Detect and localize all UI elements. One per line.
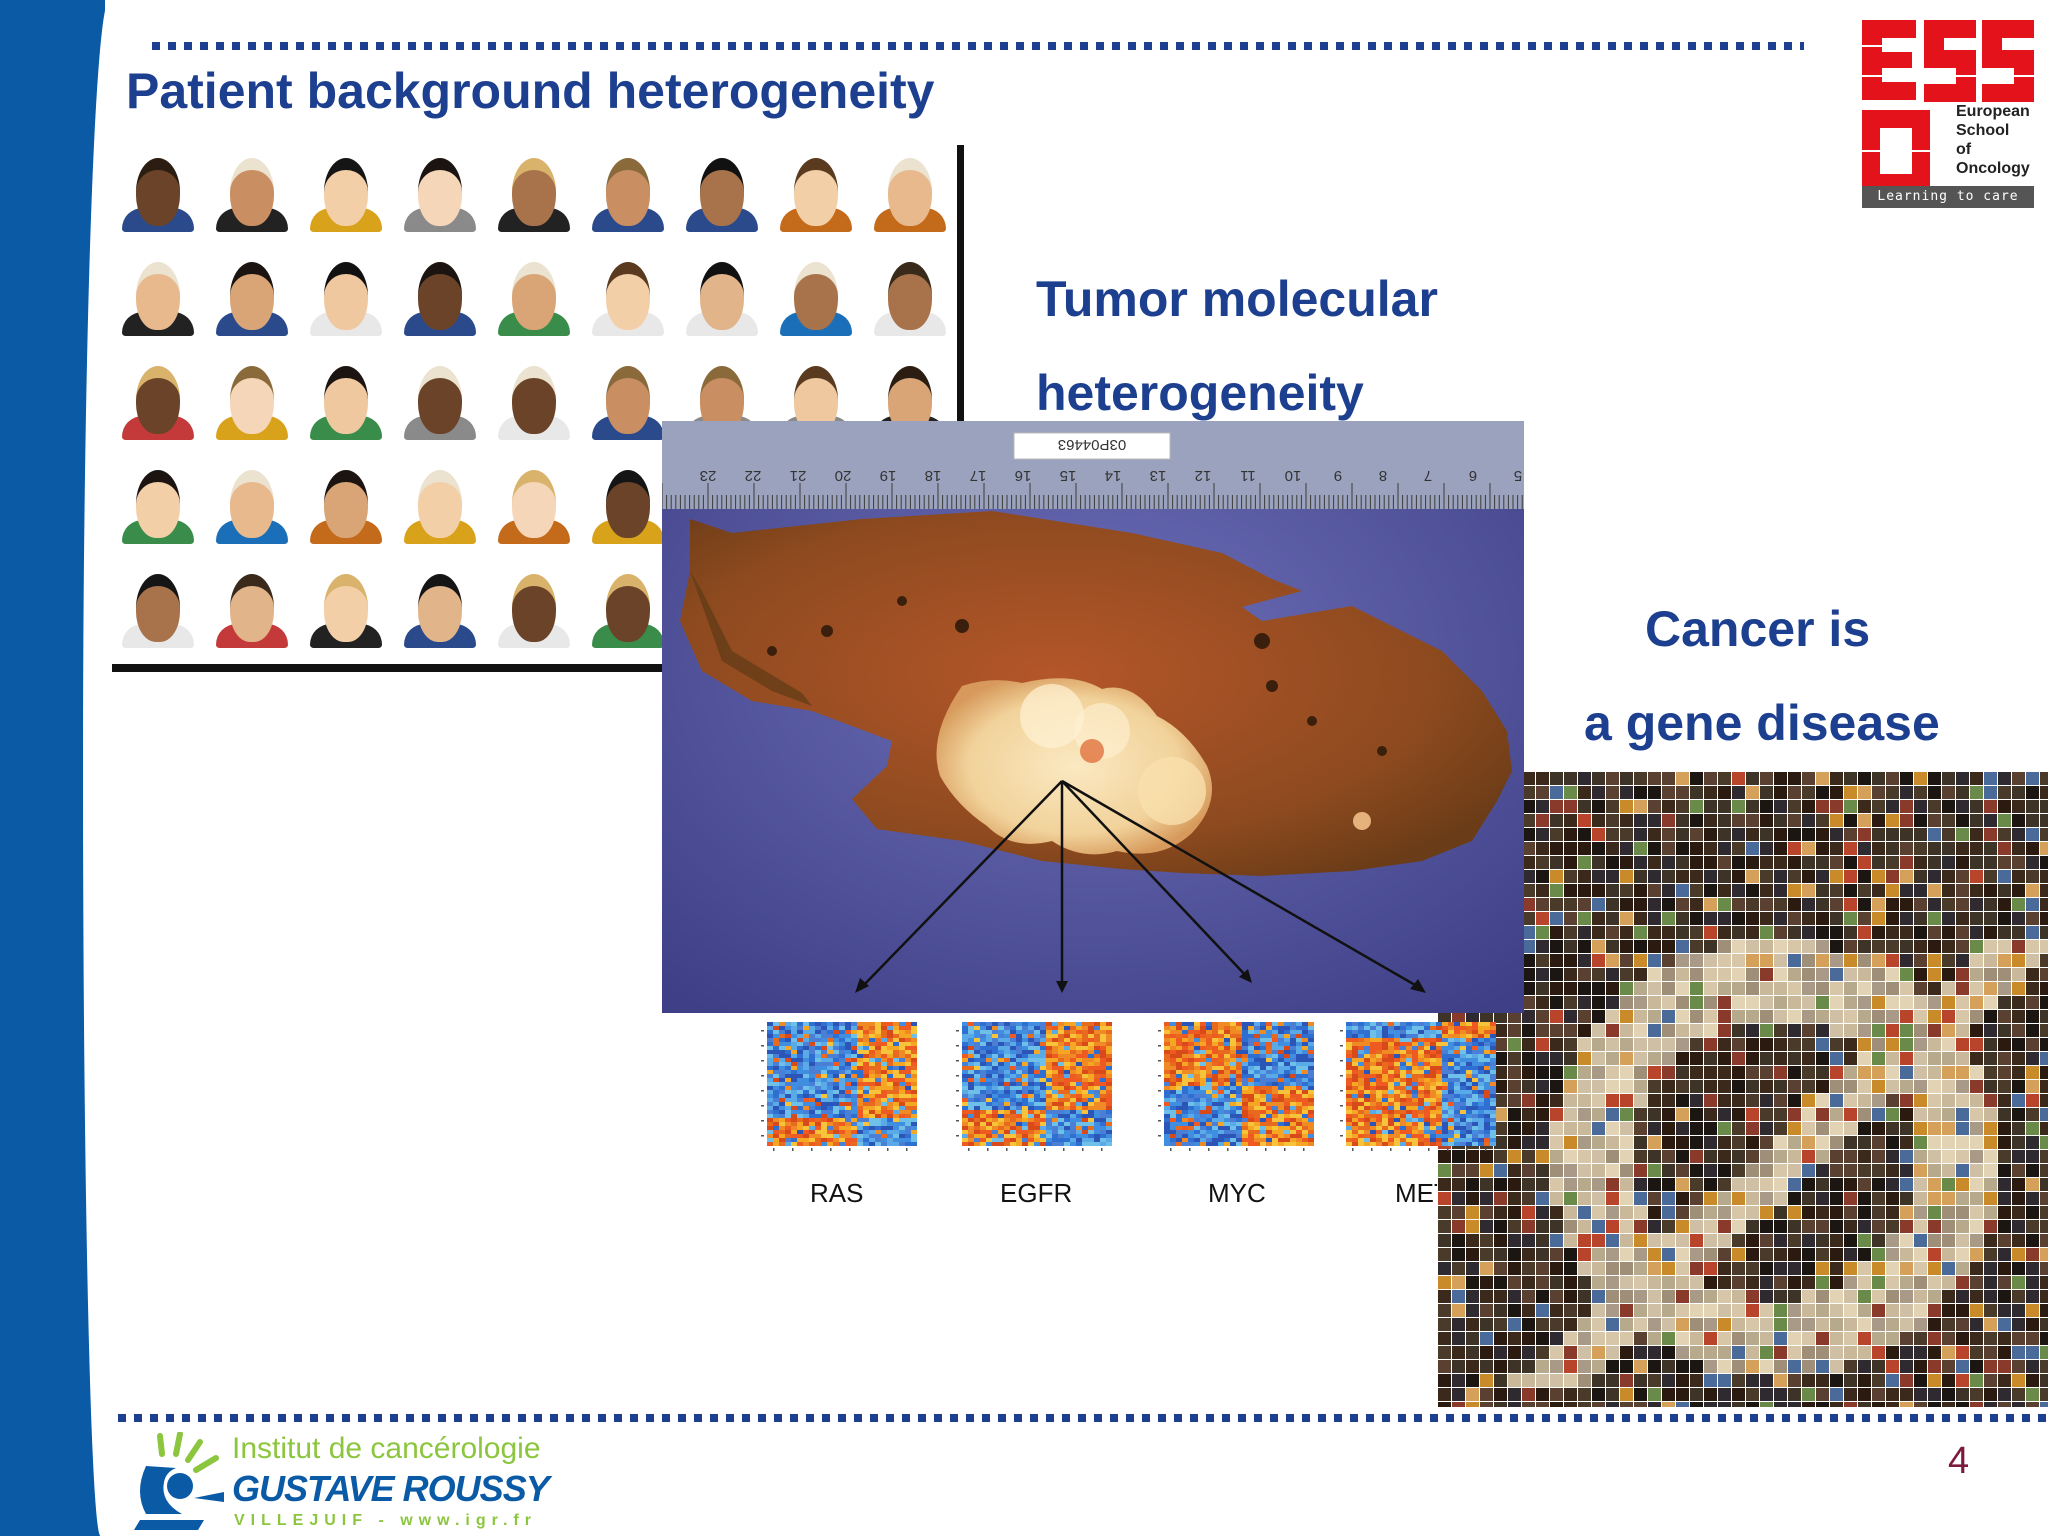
heatmap-label-ras: RAS: [810, 1178, 864, 1208]
ruler-number: 21: [790, 467, 807, 484]
patient-face: [116, 562, 200, 648]
patient-face: [398, 458, 482, 544]
ruler-number: 5: [1514, 467, 1522, 484]
ruler-number: 18: [925, 467, 942, 484]
gene-heatmap: [1346, 1022, 1496, 1146]
patient-face: [868, 146, 952, 232]
patient-face: [210, 250, 294, 336]
tumor-heading-line2: heterogeneity: [1036, 365, 1364, 421]
ruler-number: 11: [1240, 467, 1256, 484]
patient-face: [210, 458, 294, 544]
gene-mosaic-image: [1438, 772, 2048, 1407]
ruler-number: 6: [1469, 467, 1477, 484]
patient-face: [304, 354, 388, 440]
heatmap-label-egfr: EGFR: [1000, 1178, 1073, 1208]
patient-face: [492, 354, 576, 440]
patient-face: [116, 146, 200, 232]
ruler-number: 23: [700, 467, 717, 484]
gene-heatmap: [767, 1022, 917, 1146]
page-number: 4: [1948, 1440, 1970, 1482]
patient-face: [492, 250, 576, 336]
eso-line1: European: [1956, 103, 2030, 120]
patient-face: [116, 354, 200, 440]
patient-face: [868, 250, 952, 336]
ruler-number: 15: [1060, 467, 1077, 484]
gr-line2: GUSTAVE ROUSSY: [232, 1468, 550, 1509]
ruler-number: 7: [1424, 467, 1432, 484]
patient-face: [210, 354, 294, 440]
patient-face: [398, 146, 482, 232]
specimen-label: 03P04463: [1058, 436, 1126, 453]
tumor-heading-line1: Tumor molecular: [1036, 271, 1438, 327]
tumor-specimen-photo: 23 22 21 20 19 18 17 16 15 14 13 12 11 10 9 8 7 6 5 03P044…: [662, 421, 1524, 1013]
patient-face: [116, 458, 200, 544]
ruler-number: 10: [1285, 467, 1302, 484]
eso-line2: School: [1956, 122, 2010, 139]
eso-logo: European School of Oncology Learning to …: [1858, 16, 2038, 216]
ruler-number: 12: [1195, 467, 1212, 484]
patient-face: [398, 354, 482, 440]
top-dotted-rule: [152, 42, 1804, 50]
heatmap-label-myc: MYC: [1208, 1178, 1266, 1208]
patient-face: [210, 562, 294, 648]
specimen-label-card: [1013, 432, 1171, 460]
patient-face: [680, 146, 764, 232]
gr-sun-icon: [134, 1432, 224, 1530]
ruler-number: 20: [835, 467, 852, 484]
patient-face: [586, 146, 670, 232]
patient-face: [492, 458, 576, 544]
cancer-line1: Cancer is: [1645, 601, 1871, 657]
cancer-line2: a gene disease: [1584, 695, 1940, 751]
patient-face: [774, 250, 858, 336]
faces-frame-vertical: [957, 145, 964, 423]
ruler-number: 13: [1150, 467, 1167, 484]
patient-face: [116, 250, 200, 336]
left-blue-band: [0, 0, 127, 1536]
patient-face: [586, 562, 670, 648]
ruler-number: 16: [1015, 467, 1032, 484]
patient-face: [210, 146, 294, 232]
gene-heatmap: [962, 1022, 1112, 1146]
patient-face: [586, 250, 670, 336]
patient-face: [398, 250, 482, 336]
patient-face: [304, 146, 388, 232]
patient-face: [304, 250, 388, 336]
patient-face: [304, 562, 388, 648]
ruler-number: 9: [1334, 467, 1342, 484]
faces-frame-horizontal: [112, 664, 672, 672]
ruler-number: 8: [1379, 467, 1387, 484]
patient-face: [586, 458, 670, 544]
ruler-number: 22: [745, 467, 762, 484]
patient-face: [304, 458, 388, 544]
ruler-number: 19: [880, 467, 897, 484]
eso-line3: of: [1956, 141, 1972, 158]
ruler-number: 17: [970, 467, 987, 484]
bottom-dotted-rule: [118, 1414, 2048, 1422]
gr-line1: Institut de cancérologie: [232, 1432, 541, 1465]
gr-line3: VILLEJUIF - www.igr.fr: [234, 1512, 537, 1529]
patient-face: [398, 562, 482, 648]
tumor-mass: [936, 678, 1212, 855]
patient-face: [586, 354, 670, 440]
patient-face: [492, 146, 576, 232]
slide-title: Patient background heterogeneity: [126, 63, 935, 119]
gustave-roussy-logo: Institut de cancérologie GUSTAVE ROUSSY …: [132, 1432, 582, 1532]
heatmap-panel: [761, 1022, 1496, 1151]
eso-tagline: Learning to care: [1862, 186, 2034, 208]
ruler-number: 14: [1105, 467, 1122, 484]
patient-face: [774, 146, 858, 232]
heatmap-label-met: MET: [1395, 1178, 1437, 1208]
eso-line4: Oncology: [1956, 160, 2030, 177]
patient-face: [680, 250, 764, 336]
gene-heatmap: [1164, 1022, 1314, 1146]
patient-face: [492, 562, 576, 648]
gene-arrows: [859, 779, 1423, 991]
